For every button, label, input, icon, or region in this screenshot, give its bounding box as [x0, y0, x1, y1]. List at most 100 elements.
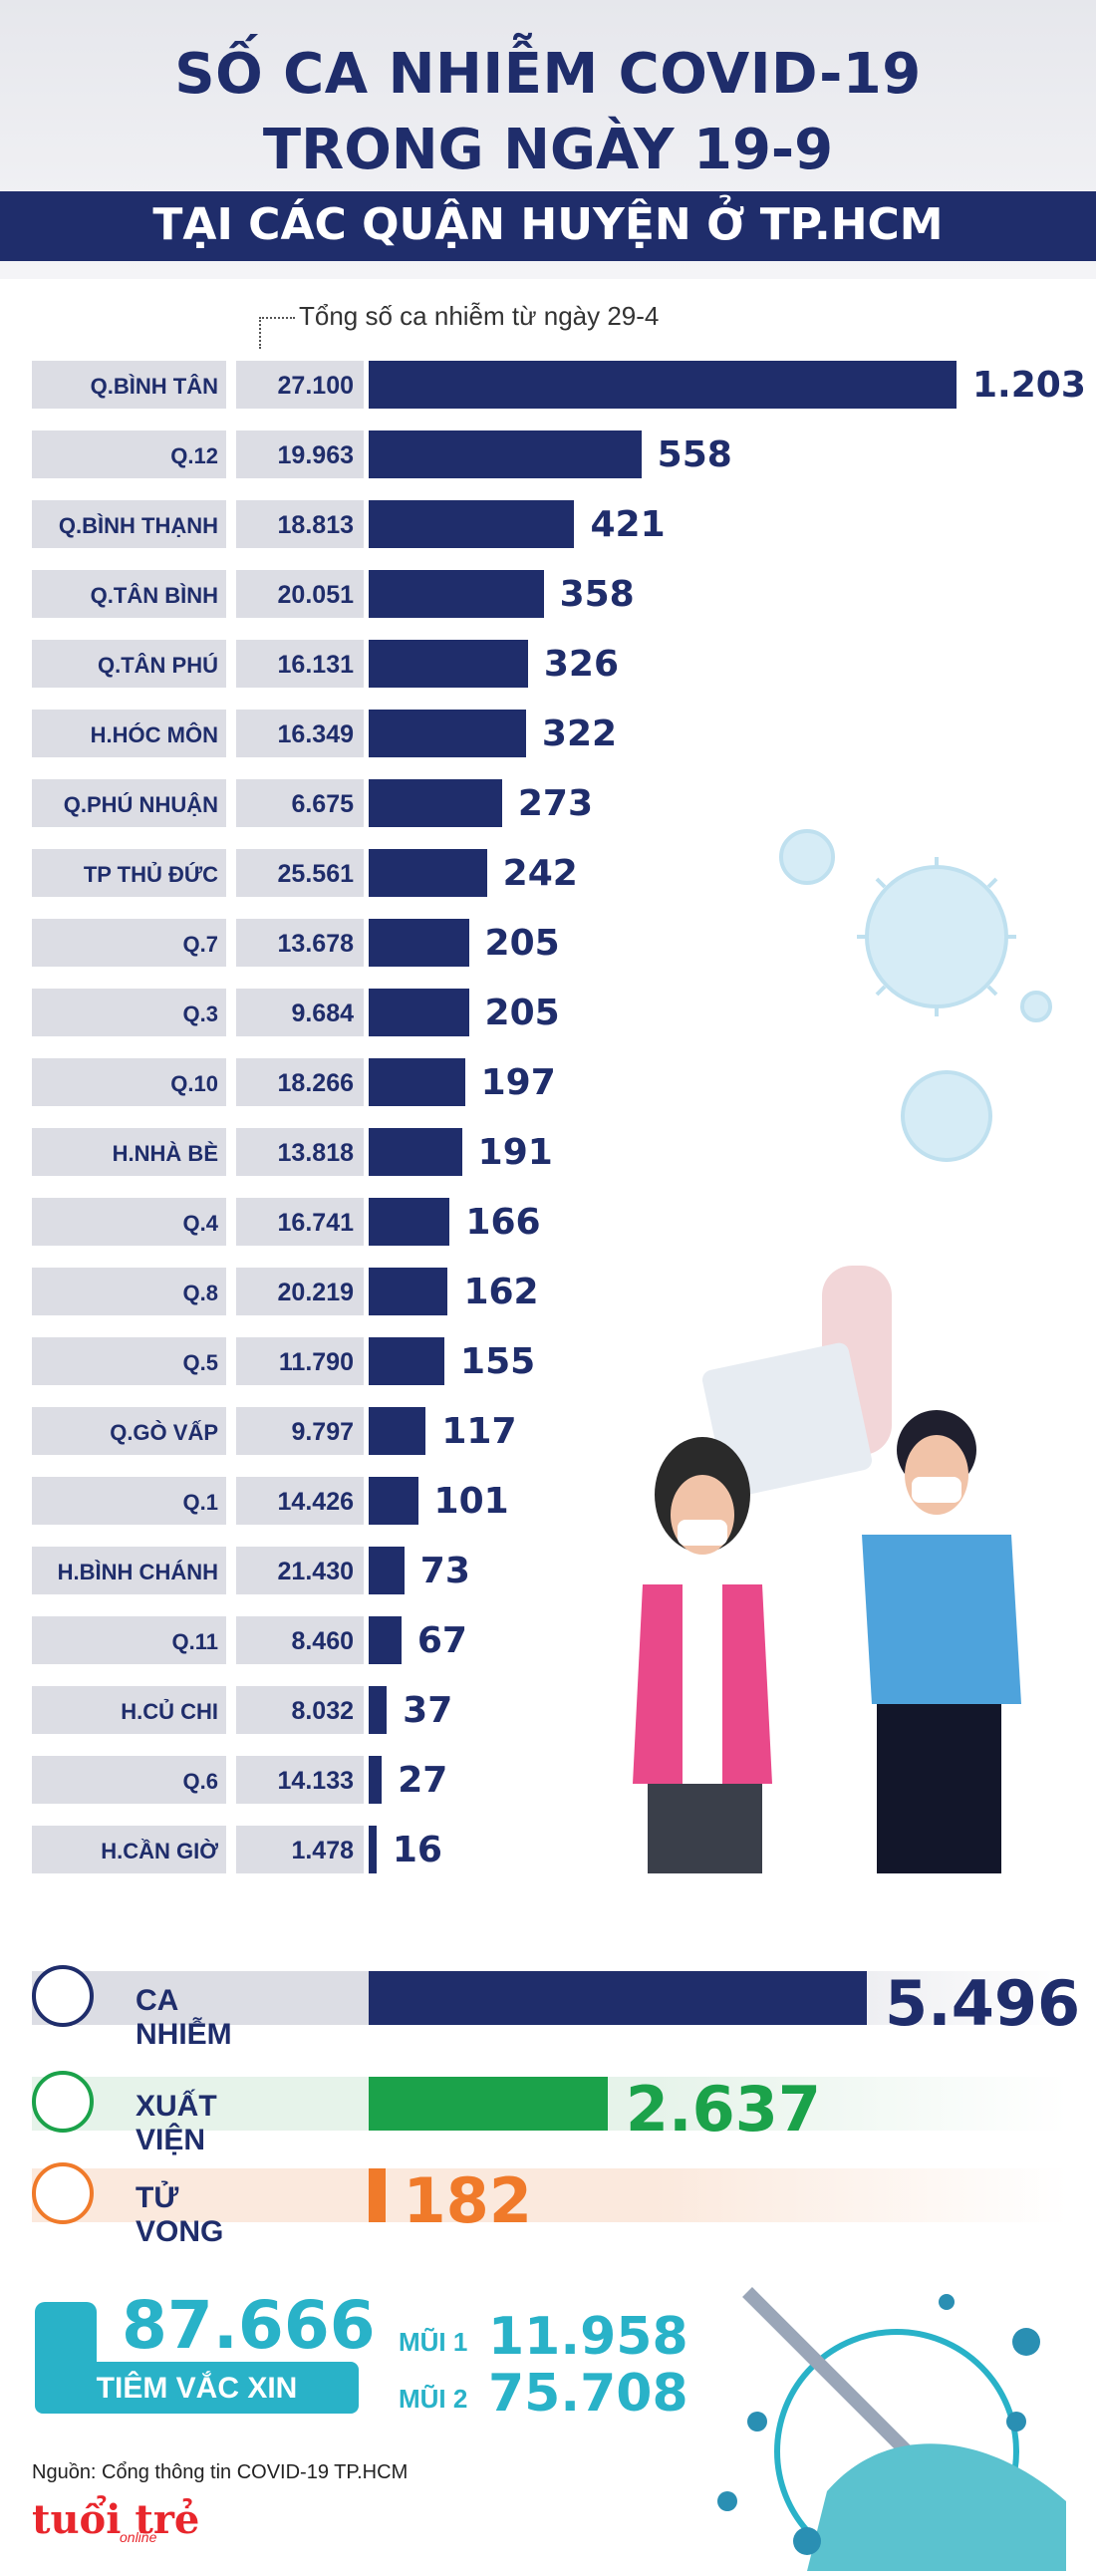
total-box: 16.741 — [236, 1198, 364, 1246]
bar — [369, 1616, 402, 1664]
value-label: 162 — [463, 1272, 539, 1312]
summary-background — [32, 2168, 1068, 2222]
total-label: 25.561 — [277, 860, 354, 888]
total-box: 9.684 — [236, 989, 364, 1036]
total-box: 8.032 — [236, 1686, 364, 1734]
category-box: Q.6 — [32, 1756, 226, 1804]
total-label: 9.684 — [291, 1000, 354, 1027]
total-box: 18.813 — [236, 500, 364, 548]
summary-value: 182 — [403, 2164, 532, 2237]
category-box: Q.12 — [32, 430, 226, 478]
bar — [369, 1756, 383, 1804]
category-label: Q.12 — [170, 443, 218, 468]
total-box: 8.460 — [236, 1616, 364, 1664]
total-label: 21.430 — [277, 1558, 354, 1585]
summary-bar — [369, 2077, 608, 2131]
people-illustration — [633, 1266, 1021, 1873]
value-label: 73 — [419, 1551, 470, 1591]
category-box: Q.5 — [32, 1337, 226, 1385]
category-label: H.BÌNH CHÁNH — [57, 1560, 218, 1584]
vaccination-illustration — [717, 2287, 1066, 2571]
total-label: 19.963 — [277, 441, 354, 469]
bar — [369, 1477, 418, 1525]
category-label: Q.10 — [170, 1071, 218, 1096]
dose1-label: MŨI 1 — [399, 2327, 468, 2357]
total-label: 18.813 — [277, 511, 354, 539]
total-box: 14.426 — [236, 1477, 364, 1525]
bar — [369, 1547, 405, 1594]
total-label: 13.678 — [277, 930, 354, 958]
tuoitre-logo-sub: online — [120, 2529, 157, 2545]
bar — [369, 919, 469, 967]
bar — [369, 640, 528, 688]
vaccine-label-pill — [35, 2362, 359, 2414]
value-label: 558 — [657, 434, 732, 475]
total-box: 14.133 — [236, 1756, 364, 1804]
dose2-value: 75.708 — [488, 2364, 688, 2424]
value-label: 166 — [465, 1202, 541, 1243]
category-label: H.NHÀ BÈ — [112, 1141, 218, 1166]
category-box: Q.11 — [32, 1616, 226, 1664]
category-label: Q.3 — [182, 1002, 218, 1026]
summary-label: TỬ VONG — [136, 2181, 224, 2248]
bar — [369, 710, 526, 757]
category-label: Q.GÒ VẤP — [110, 1420, 218, 1445]
value-label: 16 — [392, 1830, 442, 1870]
total-box: 25.561 — [236, 849, 364, 897]
value-label: 421 — [590, 504, 666, 545]
category-box: TP THỦ ĐỨC — [32, 849, 226, 897]
bar — [369, 361, 957, 409]
total-box: 11.790 — [236, 1337, 364, 1385]
total-label: 8.460 — [291, 1627, 354, 1655]
value-label: 242 — [502, 853, 578, 894]
category-label: Q.7 — [182, 932, 218, 957]
value-label: 117 — [441, 1411, 517, 1452]
category-label: H.HÓC MÔN — [90, 722, 218, 747]
category-label: TP THỦ ĐỨC — [83, 862, 218, 887]
bar — [369, 849, 487, 897]
summary-bar — [369, 2168, 386, 2222]
value-label: 191 — [477, 1132, 553, 1173]
virus-illustration — [779, 829, 1052, 1162]
bar — [369, 430, 642, 478]
total-box: 19.963 — [236, 430, 364, 478]
total-box: 1.478 — [236, 1826, 364, 1873]
bar — [369, 570, 544, 618]
total-label: 20.051 — [277, 581, 354, 609]
total-box: 6.675 — [236, 779, 364, 827]
value-label: 322 — [541, 714, 618, 754]
total-box: 13.818 — [236, 1128, 364, 1176]
category-label: Q.11 — [171, 1629, 218, 1654]
category-box: Q.GÒ VẤP — [32, 1407, 226, 1455]
summary-value: 2.637 — [625, 2073, 822, 2146]
value-label: 1.203 — [972, 365, 1086, 406]
dose2-label: MŨI 2 — [399, 2384, 468, 2414]
category-label: Q.BÌNH THẠNH — [58, 513, 218, 538]
category-box: Q.PHÚ NHUẬN — [32, 779, 226, 827]
value-label: 67 — [416, 1620, 467, 1661]
category-box: H.CỦ CHI — [32, 1686, 226, 1734]
bar — [369, 1686, 388, 1734]
value-label: 326 — [543, 644, 620, 685]
category-label: Q.BÌNH TÂN — [90, 374, 218, 399]
value-label: 358 — [559, 574, 635, 615]
subtitle-bar — [0, 191, 1096, 261]
head-icon — [32, 1965, 94, 2027]
page-subtitle: TẠI CÁC QUẬN HUYỆN Ở TP.HCM — [152, 199, 944, 250]
total-label: 6.675 — [291, 790, 354, 818]
bar — [369, 1268, 448, 1315]
tuoitre-logo: tuổi trẻ — [32, 2496, 200, 2543]
category-label: Q.6 — [182, 1769, 218, 1794]
category-label: Q.PHÚ NHUẬN — [63, 792, 218, 817]
total-label: 8.032 — [291, 1697, 354, 1725]
category-box: H.BÌNH CHÁNH — [32, 1547, 226, 1594]
total-box: 9.797 — [236, 1407, 364, 1455]
total-label: 14.133 — [277, 1767, 354, 1795]
totals-note: Tổng số ca nhiễm từ ngày 29-4 — [299, 301, 660, 331]
value-label: 37 — [403, 1690, 453, 1731]
category-label: Q.TÂN PHÚ — [98, 653, 218, 678]
category-box: Q.4 — [32, 1198, 226, 1246]
bar — [369, 500, 575, 548]
bar — [369, 1198, 450, 1246]
category-label: Q.1 — [182, 1490, 218, 1515]
